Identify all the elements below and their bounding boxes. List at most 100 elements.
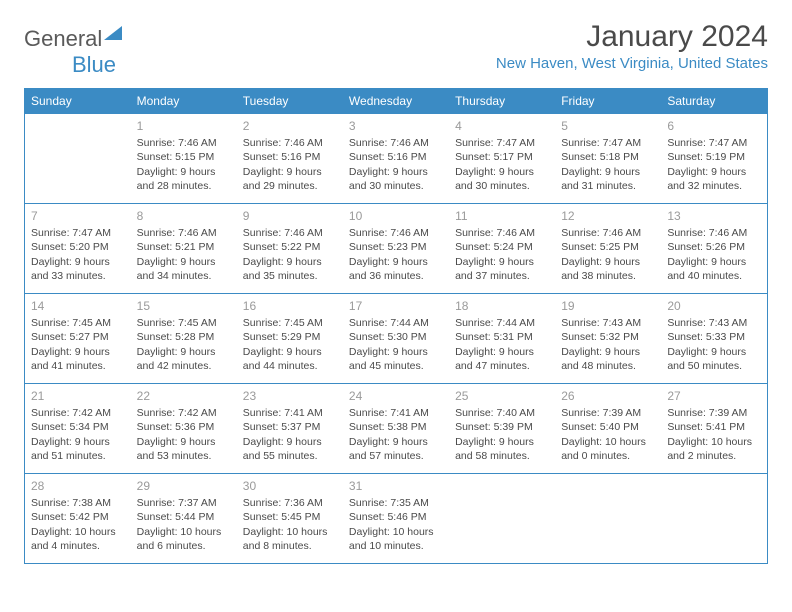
daylight-text: Daylight: 9 hours and 57 minutes. xyxy=(349,435,443,463)
daylight-text: Daylight: 9 hours and 58 minutes. xyxy=(455,435,549,463)
sunset-text: Sunset: 5:39 PM xyxy=(455,420,549,434)
sunrise-text: Sunrise: 7:35 AM xyxy=(349,496,443,510)
day-number: 6 xyxy=(667,118,761,134)
daylight-text: Daylight: 9 hours and 30 minutes. xyxy=(455,165,549,193)
weekday-header: Friday xyxy=(555,89,661,114)
sunrise-text: Sunrise: 7:41 AM xyxy=(243,406,337,420)
calendar-day-cell: 9Sunrise: 7:46 AMSunset: 5:22 PMDaylight… xyxy=(237,204,343,294)
sunset-text: Sunset: 5:41 PM xyxy=(667,420,761,434)
calendar-week-row: 1Sunrise: 7:46 AMSunset: 5:15 PMDaylight… xyxy=(25,114,768,204)
day-number: 27 xyxy=(667,388,761,404)
calendar-empty-cell xyxy=(25,114,131,204)
brand-triangle-icon xyxy=(104,26,122,40)
calendar-day-cell: 4Sunrise: 7:47 AMSunset: 5:17 PMDaylight… xyxy=(449,114,555,204)
sunrise-text: Sunrise: 7:44 AM xyxy=(349,316,443,330)
calendar-day-cell: 11Sunrise: 7:46 AMSunset: 5:24 PMDayligh… xyxy=(449,204,555,294)
daylight-text: Daylight: 9 hours and 41 minutes. xyxy=(31,345,125,373)
sunrise-text: Sunrise: 7:37 AM xyxy=(137,496,231,510)
weekday-header: Monday xyxy=(131,89,237,114)
calendar-empty-cell xyxy=(661,474,767,564)
sunset-text: Sunset: 5:44 PM xyxy=(137,510,231,524)
sunrise-text: Sunrise: 7:46 AM xyxy=(243,226,337,240)
day-number: 25 xyxy=(455,388,549,404)
calendar-day-cell: 29Sunrise: 7:37 AMSunset: 5:44 PMDayligh… xyxy=(131,474,237,564)
weekday-header: Tuesday xyxy=(237,89,343,114)
day-number: 10 xyxy=(349,208,443,224)
daylight-text: Daylight: 9 hours and 47 minutes. xyxy=(455,345,549,373)
month-title: January 2024 xyxy=(496,20,768,53)
calendar-day-cell: 27Sunrise: 7:39 AMSunset: 5:41 PMDayligh… xyxy=(661,384,767,474)
sunrise-text: Sunrise: 7:44 AM xyxy=(455,316,549,330)
weekday-row: Sunday Monday Tuesday Wednesday Thursday… xyxy=(25,89,768,114)
sunset-text: Sunset: 5:19 PM xyxy=(667,150,761,164)
calendar-week-row: 28Sunrise: 7:38 AMSunset: 5:42 PMDayligh… xyxy=(25,474,768,564)
calendar-day-cell: 31Sunrise: 7:35 AMSunset: 5:46 PMDayligh… xyxy=(343,474,449,564)
brand-logo: GeneralBlue xyxy=(24,26,122,78)
daylight-text: Daylight: 10 hours and 2 minutes. xyxy=(667,435,761,463)
daylight-text: Daylight: 9 hours and 42 minutes. xyxy=(137,345,231,373)
calendar-day-cell: 18Sunrise: 7:44 AMSunset: 5:31 PMDayligh… xyxy=(449,294,555,384)
sunset-text: Sunset: 5:23 PM xyxy=(349,240,443,254)
sunrise-text: Sunrise: 7:38 AM xyxy=(31,496,125,510)
daylight-text: Daylight: 10 hours and 10 minutes. xyxy=(349,525,443,553)
daylight-text: Daylight: 9 hours and 37 minutes. xyxy=(455,255,549,283)
title-block: January 2024 New Haven, West Virginia, U… xyxy=(496,20,768,72)
sunset-text: Sunset: 5:25 PM xyxy=(561,240,655,254)
sunset-text: Sunset: 5:28 PM xyxy=(137,330,231,344)
daylight-text: Daylight: 9 hours and 28 minutes. xyxy=(137,165,231,193)
calendar-day-cell: 25Sunrise: 7:40 AMSunset: 5:39 PMDayligh… xyxy=(449,384,555,474)
day-number: 8 xyxy=(137,208,231,224)
daylight-text: Daylight: 9 hours and 44 minutes. xyxy=(243,345,337,373)
sunset-text: Sunset: 5:34 PM xyxy=(31,420,125,434)
sunset-text: Sunset: 5:46 PM xyxy=(349,510,443,524)
calendar-day-cell: 8Sunrise: 7:46 AMSunset: 5:21 PMDaylight… xyxy=(131,204,237,294)
calendar-day-cell: 28Sunrise: 7:38 AMSunset: 5:42 PMDayligh… xyxy=(25,474,131,564)
day-number: 2 xyxy=(243,118,337,134)
calendar-head: Sunday Monday Tuesday Wednesday Thursday… xyxy=(25,89,768,114)
sunset-text: Sunset: 5:17 PM xyxy=(455,150,549,164)
day-number: 20 xyxy=(667,298,761,314)
sunset-text: Sunset: 5:27 PM xyxy=(31,330,125,344)
day-number: 12 xyxy=(561,208,655,224)
calendar-day-cell: 26Sunrise: 7:39 AMSunset: 5:40 PMDayligh… xyxy=(555,384,661,474)
day-number: 30 xyxy=(243,478,337,494)
sunrise-text: Sunrise: 7:45 AM xyxy=(31,316,125,330)
sunrise-text: Sunrise: 7:39 AM xyxy=(561,406,655,420)
calendar-week-row: 7Sunrise: 7:47 AMSunset: 5:20 PMDaylight… xyxy=(25,204,768,294)
calendar-day-cell: 21Sunrise: 7:42 AMSunset: 5:34 PMDayligh… xyxy=(25,384,131,474)
calendar-day-cell: 7Sunrise: 7:47 AMSunset: 5:20 PMDaylight… xyxy=(25,204,131,294)
daylight-text: Daylight: 9 hours and 53 minutes. xyxy=(137,435,231,463)
calendar-table: Sunday Monday Tuesday Wednesday Thursday… xyxy=(24,88,768,564)
sunset-text: Sunset: 5:40 PM xyxy=(561,420,655,434)
day-number: 13 xyxy=(667,208,761,224)
sunrise-text: Sunrise: 7:46 AM xyxy=(455,226,549,240)
day-number: 19 xyxy=(561,298,655,314)
sunrise-text: Sunrise: 7:43 AM xyxy=(667,316,761,330)
day-number: 4 xyxy=(455,118,549,134)
day-number: 17 xyxy=(349,298,443,314)
sunrise-text: Sunrise: 7:46 AM xyxy=(137,136,231,150)
sunset-text: Sunset: 5:37 PM xyxy=(243,420,337,434)
sunrise-text: Sunrise: 7:46 AM xyxy=(667,226,761,240)
calendar-day-cell: 2Sunrise: 7:46 AMSunset: 5:16 PMDaylight… xyxy=(237,114,343,204)
sunrise-text: Sunrise: 7:47 AM xyxy=(667,136,761,150)
sunset-text: Sunset: 5:29 PM xyxy=(243,330,337,344)
sunset-text: Sunset: 5:24 PM xyxy=(455,240,549,254)
location-text: New Haven, West Virginia, United States xyxy=(496,55,768,72)
day-number: 5 xyxy=(561,118,655,134)
daylight-text: Daylight: 9 hours and 55 minutes. xyxy=(243,435,337,463)
daylight-text: Daylight: 9 hours and 36 minutes. xyxy=(349,255,443,283)
sunrise-text: Sunrise: 7:45 AM xyxy=(137,316,231,330)
sunrise-text: Sunrise: 7:47 AM xyxy=(561,136,655,150)
sunrise-text: Sunrise: 7:46 AM xyxy=(137,226,231,240)
calendar-empty-cell xyxy=(555,474,661,564)
calendar-empty-cell xyxy=(449,474,555,564)
daylight-text: Daylight: 9 hours and 48 minutes. xyxy=(561,345,655,373)
daylight-text: Daylight: 9 hours and 50 minutes. xyxy=(667,345,761,373)
sunrise-text: Sunrise: 7:46 AM xyxy=(561,226,655,240)
calendar-week-row: 21Sunrise: 7:42 AMSunset: 5:34 PMDayligh… xyxy=(25,384,768,474)
daylight-text: Daylight: 9 hours and 30 minutes. xyxy=(349,165,443,193)
daylight-text: Daylight: 10 hours and 6 minutes. xyxy=(137,525,231,553)
sunrise-text: Sunrise: 7:41 AM xyxy=(349,406,443,420)
calendar-day-cell: 22Sunrise: 7:42 AMSunset: 5:36 PMDayligh… xyxy=(131,384,237,474)
